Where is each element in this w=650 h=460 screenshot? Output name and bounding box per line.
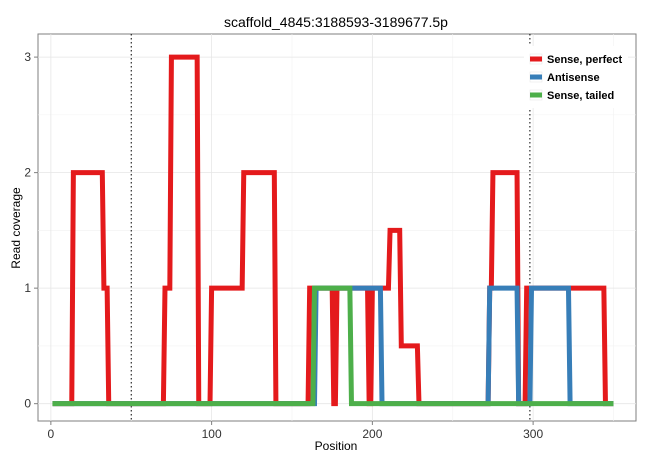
legend-label-sense-tailed: Sense, tailed xyxy=(547,90,614,102)
legend: Sense, perfect Antisense Sense, tailed xyxy=(524,46,628,108)
y-axis-title: Read coverage xyxy=(9,187,23,269)
legend-label-sense-perfect: Sense, perfect xyxy=(547,54,623,66)
y-tick-label-2: 2 xyxy=(24,166,31,180)
x-tick-label-0: 0 xyxy=(48,427,55,441)
x-axis: 0 100 200 300 xyxy=(48,421,543,441)
y-tick-label-3: 3 xyxy=(24,50,31,64)
y-tick-label-0: 0 xyxy=(24,397,31,411)
y-axis: 0 1 2 3 xyxy=(24,50,38,411)
x-axis-title: Position xyxy=(315,439,358,453)
x-tick-label-2: 200 xyxy=(362,427,382,441)
series-line-sense-tailed xyxy=(52,285,614,407)
grid-layer xyxy=(38,34,636,421)
x-tick-label-1: 100 xyxy=(202,427,222,441)
legend-items: Sense, perfect Antisense Sense, tailed xyxy=(529,53,623,102)
chart-title: scaffold_4845:3188593-3189677.5p xyxy=(224,14,448,30)
x-tick-label-3: 300 xyxy=(523,427,543,441)
series-line-sense-perfect xyxy=(52,54,614,407)
series-layer xyxy=(52,54,614,407)
legend-label-antisense: Antisense xyxy=(547,72,600,84)
y-tick-label-1: 1 xyxy=(24,281,31,295)
